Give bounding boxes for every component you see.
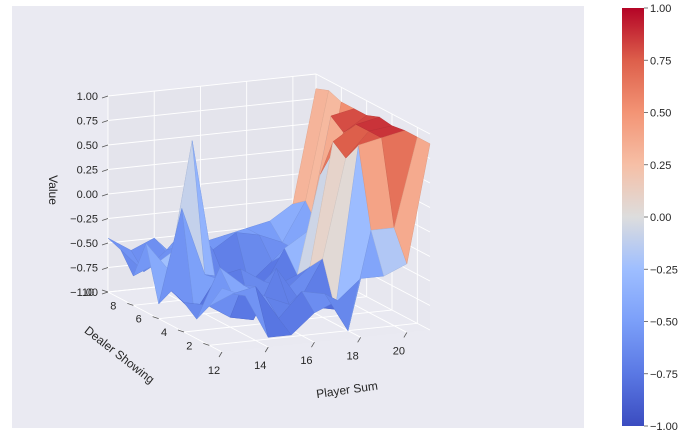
y-tick-label: 6 xyxy=(136,314,142,326)
x-tick-mark xyxy=(264,346,269,353)
z-tick-mark xyxy=(101,291,109,295)
gridline-y-floor xyxy=(209,322,418,346)
surface-patch xyxy=(393,136,431,265)
z-tick-label: 0.50 xyxy=(77,140,98,152)
colorbar-tick-label: −0.50 xyxy=(650,317,678,329)
colorbar-scale xyxy=(622,8,644,426)
z-tick-mark xyxy=(101,242,109,246)
z-tick-label: 0.75 xyxy=(77,116,98,128)
colorbar-tick-label: 0.25 xyxy=(650,160,671,172)
x-tick-mark xyxy=(357,337,362,343)
gridline-x-floor xyxy=(154,286,269,348)
x-tick-mark xyxy=(311,342,315,348)
z-tick-mark xyxy=(101,218,109,221)
gridline-z-side xyxy=(315,73,431,135)
gridline-z-back xyxy=(107,98,317,121)
y-tick-mark xyxy=(177,329,185,333)
colorbar-tick-label: −0.75 xyxy=(650,369,678,381)
z-tick-label: −0.50 xyxy=(70,238,98,250)
y-tick-label: 10 xyxy=(82,287,94,299)
y-tick-mark xyxy=(127,302,134,306)
x-tick-label: 16 xyxy=(300,355,312,367)
z-tick-mark xyxy=(101,95,109,99)
y-tick-mark xyxy=(152,316,159,320)
y-tick-label: 2 xyxy=(186,340,192,352)
gridline-z-back xyxy=(107,196,317,219)
colorbar-tick-label: −0.25 xyxy=(650,264,678,276)
gridline-z-back xyxy=(107,171,317,195)
z-tick-mark xyxy=(101,120,109,123)
x-tick-label: 20 xyxy=(393,345,405,357)
z-tick-mark xyxy=(101,193,109,197)
gridline-z-back xyxy=(107,122,317,146)
x-tick-mark xyxy=(403,332,408,338)
colorbar-ticks: 1.00 0.75 0.50 0.25 0.00 −0.25 −0.50 −0.75 −1.00 xyxy=(644,3,678,433)
z-tick-label: −0.75 xyxy=(70,263,98,275)
z-tick-label: −1.00 xyxy=(70,287,98,299)
y-tick-mark xyxy=(101,289,109,293)
axis-ticks: 12 14 16 18 20 2 4 6 8 10 1.00 0.75 0.50 0.25 0.00 −0.2… xyxy=(70,91,408,377)
gridline-x-floor xyxy=(107,291,223,353)
x-tick-label: 12 xyxy=(208,365,220,377)
gridline-z-back xyxy=(107,147,317,170)
z-tick-mark xyxy=(101,267,109,270)
z-tick-mark xyxy=(101,169,109,172)
colorbar-tick-label: 1.00 xyxy=(650,3,671,15)
y-tick-label: 8 xyxy=(110,300,116,312)
z-tick-label: 0.25 xyxy=(77,165,98,177)
x-tick-label: 14 xyxy=(254,360,266,372)
z-tick-mark xyxy=(101,144,109,148)
colorbar xyxy=(622,8,644,426)
y-tick-mark xyxy=(203,342,210,346)
value-surface xyxy=(107,88,431,338)
colorbar-tick-label: 0.50 xyxy=(650,108,671,120)
z-tick-label: 1.00 xyxy=(77,91,98,103)
colorbar-tick-label: 0.00 xyxy=(650,212,671,224)
gridline-z-back xyxy=(107,73,317,97)
colorbar-tick-label: −1.00 xyxy=(650,421,678,433)
x-tick-mark xyxy=(218,351,223,358)
z-tick-label: −0.25 xyxy=(70,214,98,226)
y-tick-label: 4 xyxy=(161,327,167,339)
z-tick-label: 0.00 xyxy=(77,189,98,201)
colorbar-tick-label: 0.75 xyxy=(650,55,671,67)
z-axis-label: Value xyxy=(46,175,60,205)
x-tick-label: 18 xyxy=(347,350,359,362)
